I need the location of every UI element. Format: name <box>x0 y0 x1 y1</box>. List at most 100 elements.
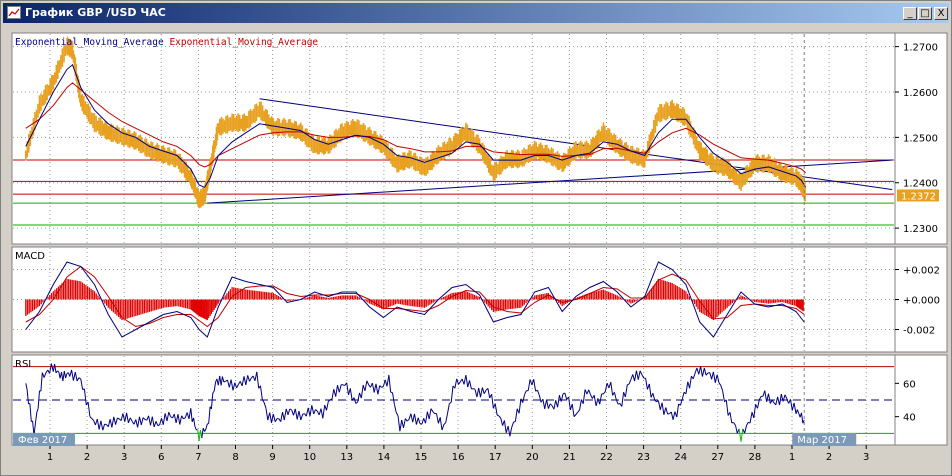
rsi-segment <box>802 419 805 424</box>
restore-button[interactable]: □ <box>918 7 932 20</box>
x-tick-label: 21 <box>563 452 576 463</box>
rsi-segment <box>546 399 549 409</box>
rsi-segment <box>599 393 603 405</box>
rsi-segment <box>635 370 639 380</box>
rsi-segment <box>701 367 705 377</box>
rsi-segment <box>740 428 744 442</box>
rsi-segment <box>155 421 159 426</box>
close-button[interactable]: X <box>934 7 948 20</box>
rsi-segment <box>696 367 700 375</box>
rsi-segment <box>562 392 566 395</box>
rsi-segment <box>194 426 197 430</box>
rsi-segment <box>496 414 500 417</box>
rsi-segment <box>681 392 685 400</box>
rsi-segment <box>139 416 142 426</box>
y-tick-label: 1.2400 <box>903 179 938 190</box>
rsi-segment <box>775 396 779 406</box>
rsi-segment <box>406 418 410 422</box>
x-tick-label: 24 <box>674 452 687 463</box>
rsi-segment <box>80 379 84 390</box>
rsi-segment <box>796 409 800 414</box>
rsi-segment <box>694 367 698 374</box>
rsi-segment <box>714 374 718 383</box>
rsi-segment <box>503 420 507 433</box>
rsi-segment <box>412 413 415 423</box>
rsi-segment <box>558 395 562 402</box>
rsi-segment <box>738 428 742 442</box>
rsi-segment <box>282 411 285 421</box>
rsi-segment <box>41 372 45 378</box>
rsi-segment <box>183 417 186 420</box>
rsi-panel[interactable]: 60 40 RSI <box>13 356 916 444</box>
rsi-segment <box>72 371 76 381</box>
rsi-segment <box>120 413 124 421</box>
y-tick-label: +0.002 <box>903 266 940 277</box>
rsi-segment <box>269 412 272 423</box>
rsi-segment <box>432 411 436 414</box>
rsi-segment <box>322 405 326 419</box>
minimize-button[interactable]: _ <box>903 7 917 20</box>
rsi-segment <box>449 401 452 404</box>
rsi-segment <box>577 409 580 413</box>
rsi-segment <box>190 408 193 422</box>
price-panel[interactable]: 1.2700 1.2600 1.2500 1.2400 1.2300 1.2372 Expo… <box>13 34 939 444</box>
rsi-segment <box>50 363 54 372</box>
panel-frames <box>11 32 948 446</box>
rsi-segment <box>549 403 553 407</box>
rsi-segment <box>670 411 674 420</box>
legend-entry-2: Exponential_Moving_Average <box>164 37 319 48</box>
rsi-segment <box>560 393 564 402</box>
rsi-segment <box>294 408 298 420</box>
rsi-segment <box>386 374 390 387</box>
rsi-segment <box>494 403 498 416</box>
rsi-segment <box>439 417 443 431</box>
x-tick-label: 27 <box>711 452 724 463</box>
chart-canvas[interactable]: 1.2700 1.2600 1.2500 1.2400 1.2300 1.2372 Expo… <box>1 25 951 475</box>
rsi-segment <box>571 403 575 417</box>
rsi-segment <box>113 416 117 425</box>
rsi-segment <box>232 382 236 391</box>
rsi-segment <box>498 415 502 419</box>
y-tick-label: 1.2600 <box>903 88 938 99</box>
rsi-segment <box>414 413 417 425</box>
x-tick-label: 3 <box>863 452 869 463</box>
rsi-segment <box>142 417 146 420</box>
y-tick-label: 40 <box>903 413 916 424</box>
rsi-segment <box>93 420 96 426</box>
x-tick-label: 9 <box>269 452 275 463</box>
rsi-segment <box>793 402 797 414</box>
y-tick-label: 1.2700 <box>903 43 938 54</box>
rsi-segment <box>381 386 384 388</box>
rsi-segment <box>330 398 333 401</box>
rsi-segment <box>757 399 760 409</box>
rsi-segment <box>465 375 469 388</box>
rsi-segment <box>98 420 102 430</box>
y-tick-label: 1.2300 <box>903 224 938 235</box>
rsi-segment <box>272 413 276 422</box>
rsi-segment <box>474 389 478 398</box>
rsi-segment <box>159 418 162 426</box>
rsi-segment <box>746 422 749 426</box>
rsi-segment <box>135 419 139 428</box>
rsi-segment <box>417 417 421 424</box>
rsi-segment <box>557 395 560 408</box>
chart-window-icon <box>7 6 21 19</box>
ema-fast-line <box>25 63 807 188</box>
x-tick-label: 7 <box>195 452 201 463</box>
rsi-segment <box>447 403 450 414</box>
y-tick-label: 60 <box>903 379 916 390</box>
macd-panel[interactable]: +0.002 +0.000 -0.002 MACD <box>13 248 940 351</box>
rsi-segment <box>148 415 151 426</box>
x-tick-label: 13 <box>340 452 353 463</box>
rsi-segment <box>198 429 201 442</box>
x-tick-label: 10 <box>303 452 316 463</box>
rsi-segment <box>784 394 788 399</box>
rsi-segment <box>366 380 370 386</box>
x-tick-label: 28 <box>749 452 762 463</box>
rsi-segment <box>234 382 238 388</box>
rsi-segment <box>533 379 537 392</box>
title-bar[interactable]: График GBP /USD ЧАС _ □ X <box>3 3 949 23</box>
rsi-segment <box>210 393 214 409</box>
rsi-segment <box>107 419 111 427</box>
